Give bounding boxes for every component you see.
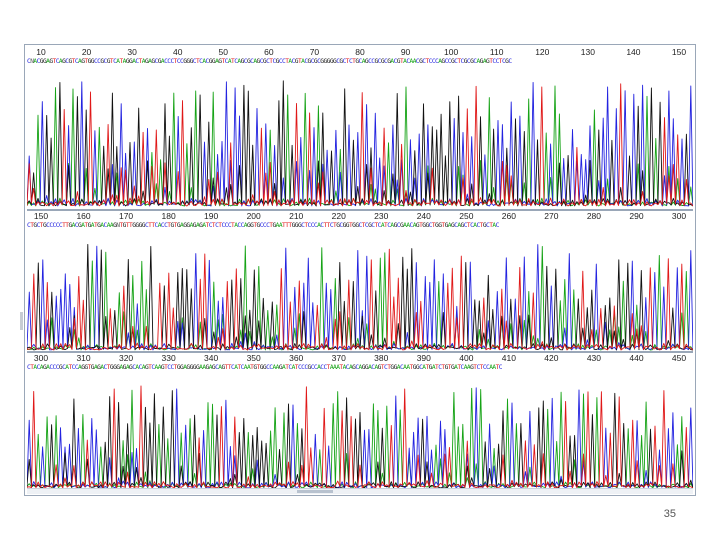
ruler-tick-label: 130 [580, 47, 595, 57]
ruler-tick-label: 300 [33, 353, 49, 363]
base-call-sequence: CTACAGACCCGCATCCAGGTGAGACTGGGAGAGCACAGTC… [27, 364, 503, 371]
trace-line-g [27, 243, 693, 351]
ruler-tick-label: 120 [535, 47, 550, 57]
page-number: 35 [663, 508, 676, 520]
trace-line-t [27, 385, 693, 489]
scrollbar-thumb[interactable] [297, 490, 333, 493]
ruler-tick-label: 420 [544, 353, 559, 363]
trace-panel-2[interactable]: 150 160 170 180 190 200 210 220 230 240 250 260 270 2… [27, 209, 693, 351]
chromatogram-trace [27, 80, 693, 207]
ruler-tick-label: 220 [331, 211, 346, 221]
trace-line-c [27, 81, 693, 207]
ruler-tick-label: 310 [76, 353, 91, 363]
trace-panel-1[interactable]: 10 20 30 40 50 60 70 80 90 100 110 120 130 140 150 CNA… [27, 47, 693, 207]
trace-line-a [27, 245, 693, 351]
window-edge-marker [20, 312, 23, 330]
ruler-tick-label: 40 [172, 47, 183, 57]
ruler-tick-label: 170 [118, 211, 134, 221]
ruler-tick-label: 30 [127, 47, 137, 57]
ruler-tick-label: 210 [289, 211, 304, 221]
ruler-tick-label: 110 [489, 47, 504, 57]
ruler-tick-label: 330 [161, 353, 176, 363]
ruler-tick-label: 440 [629, 353, 644, 363]
horizontal-scrollbar[interactable] [27, 488, 693, 494]
ruler-tick-label: 360 [289, 353, 304, 363]
ruler-tick-label: 280 [586, 211, 602, 221]
ruler-tick-label: 150 [33, 211, 49, 221]
trace-line-t [27, 83, 693, 207]
trace-line-g [27, 390, 693, 489]
ruler-tick-label: 410 [501, 353, 516, 363]
ruler-tick-label: 430 [586, 353, 602, 363]
ruler-tick-label: 270 [544, 211, 559, 221]
ruler-tick-label: 160 [76, 211, 91, 221]
ruler-tick-label: 450 [671, 353, 687, 363]
trace-line-t [27, 248, 693, 351]
chromatogram-trace [27, 385, 693, 489]
ruler-tick-label: 350 [246, 353, 261, 363]
ruler-tick-label: 140 [626, 47, 641, 57]
base-call-sequence: CTGCTGCCCCCTTGACGATGATGACAAGNTGTTGGGGCTT… [27, 222, 499, 229]
ruler-tick-label: 390 [416, 353, 431, 363]
base-position-ruler: 300 310 320 330 340 350 360 370 380 390 400 410 420 4… [27, 353, 693, 363]
ruler-tick-label: 230 [374, 211, 389, 221]
ruler-tick-label: 400 [459, 353, 474, 363]
ruler-tick-label: 290 [629, 211, 644, 221]
ruler-tick-label: 300 [671, 211, 687, 221]
base-call-sequence: CNACGGAGTCAGCGTCAGTGGCCGCGTCATAGGACTAGAG… [27, 58, 512, 65]
ruler-tick-label: 100 [444, 47, 459, 57]
ruler-tick-label: 380 [374, 353, 389, 363]
trace-line-c [27, 244, 693, 351]
trace-panel-3[interactable]: 300 310 320 330 340 350 360 370 380 390 400 410 420 4… [27, 351, 693, 491]
ruler-tick-label: 90 [400, 47, 411, 57]
ruler-tick-label: 250 [459, 211, 474, 221]
ruler-tick-label: 50 [218, 47, 229, 57]
ruler-tick-label: 80 [355, 47, 365, 57]
ruler-tick-label: 340 [204, 353, 219, 363]
ruler-tick-label: 200 [246, 211, 261, 221]
ruler-tick-label: 70 [309, 47, 320, 57]
chromatogram-trace [27, 243, 693, 351]
ruler-tick-label: 60 [264, 47, 274, 57]
ruler-tick-label: 190 [204, 211, 219, 221]
ruler-tick-label: 320 [118, 353, 134, 363]
ruler-tick-label: 180 [161, 211, 176, 221]
ruler-tick-label: 370 [331, 353, 346, 363]
ruler-tick-label: 20 [81, 47, 92, 57]
ruler-tick-label: 240 [416, 211, 431, 221]
ruler-tick-label: 10 [36, 47, 46, 57]
ruler-tick-label: 150 [671, 47, 687, 57]
base-position-ruler: 10 20 30 40 50 60 70 80 90 100 110 120 130 140 150 [27, 47, 693, 57]
base-position-ruler: 150 160 170 180 190 200 210 220 230 240 250 260 270 2… [27, 211, 693, 221]
chromatogram-viewer[interactable]: 10 20 30 40 50 60 70 80 90 100 110 120 130 140 150 CNA… [24, 44, 696, 496]
ruler-tick-label: 260 [501, 211, 516, 221]
